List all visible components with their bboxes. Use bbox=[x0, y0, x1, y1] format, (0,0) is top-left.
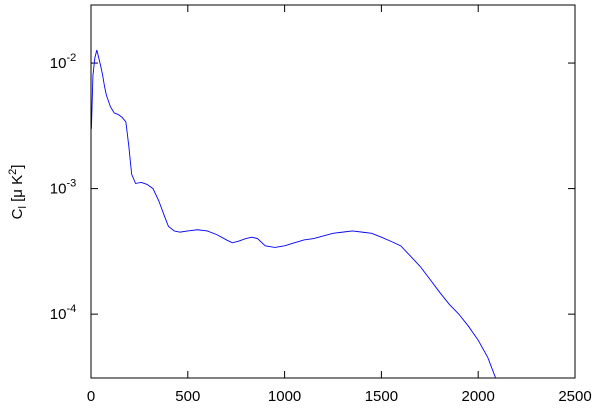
y-tick-label: 10-4 bbox=[50, 303, 76, 323]
y-tick-base: 10 bbox=[50, 306, 67, 323]
x-tick-label: 1500 bbox=[365, 388, 398, 405]
y-label-unit: [μ K bbox=[9, 175, 26, 206]
y-tick-exponent: -4 bbox=[66, 303, 76, 315]
data-line bbox=[91, 49, 497, 378]
y-tick-exponent: -2 bbox=[66, 52, 76, 64]
y-tick-label: 10-2 bbox=[50, 52, 76, 72]
y-tick-base: 10 bbox=[50, 55, 67, 72]
y-tick-label: 10-3 bbox=[50, 178, 76, 198]
y-axis-label: Cl [μ K2] bbox=[7, 165, 29, 220]
y-tick-base: 10 bbox=[50, 181, 67, 198]
y-label-sup: 2 bbox=[7, 169, 19, 175]
y-label-main: C bbox=[9, 208, 26, 219]
x-tick-label: 1000 bbox=[268, 388, 301, 405]
y-tick-exponent: -3 bbox=[66, 178, 76, 190]
x-tick-label: 0 bbox=[87, 388, 95, 405]
plot-frame bbox=[90, 4, 576, 379]
y-label-sub: l bbox=[17, 206, 29, 208]
x-tick-label: 500 bbox=[175, 388, 200, 405]
x-tick-label: 2000 bbox=[462, 388, 495, 405]
x-tick-label: 2500 bbox=[558, 388, 591, 405]
y-label-end: ] bbox=[9, 165, 26, 169]
